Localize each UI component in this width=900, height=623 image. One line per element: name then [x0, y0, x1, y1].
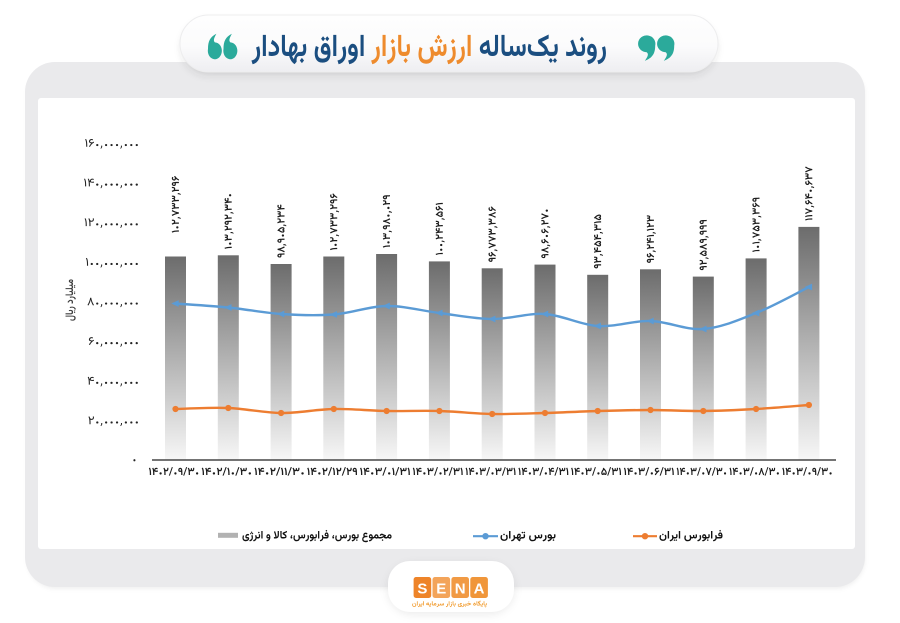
svg-text:S: S	[417, 581, 427, 598]
svg-text:N: N	[455, 581, 466, 598]
svg-text:E: E	[436, 581, 446, 598]
svg-text:A: A	[474, 581, 485, 598]
